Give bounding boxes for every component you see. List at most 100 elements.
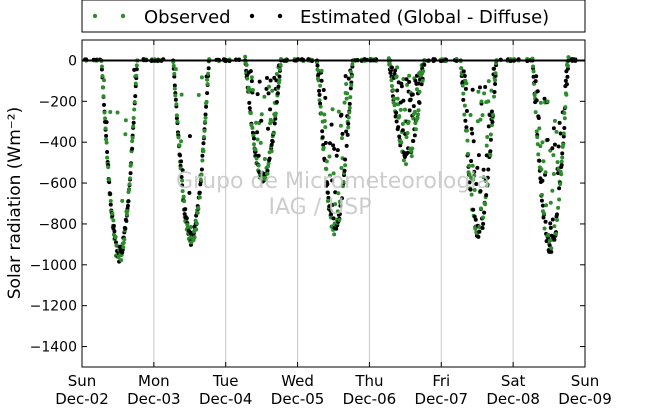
x-tick-label-date: Dec-02 [55,390,109,408]
observed-point [531,69,536,74]
observed-point [192,235,197,240]
observed-point [247,87,252,92]
observed-point [549,246,554,251]
estimated-point [123,226,128,231]
observed-point [122,237,127,242]
estimated-point [542,96,547,101]
observed-point [341,179,346,184]
estimated-point [549,249,554,254]
observed-point [174,113,179,118]
estimated-point [269,142,274,147]
estimated-point [488,137,493,142]
observed-point [173,67,178,72]
legend-observed-marker [120,13,126,19]
estimated-point [476,153,481,158]
estimated-point [172,83,177,88]
estimated-point [180,183,185,188]
observed-point [102,78,107,83]
observed-point [565,63,570,68]
observed-point [346,125,351,130]
observed-point [348,95,353,100]
estimated-point [548,225,553,230]
observed-point [318,104,323,109]
observed-point [331,171,336,176]
observed-point [399,140,404,145]
observed-point [269,149,274,154]
y-axis: 0 −200 −400 −600 −800 −1000 −1200 −1400 [30,53,585,356]
observed-point [180,178,185,183]
observed-point [131,116,136,121]
estimated-point [200,153,205,158]
observed-point [179,139,184,144]
estimated-point [179,159,184,164]
x-tick-label-day: Tue [212,372,239,390]
estimated-point [178,153,183,158]
estimated-point [325,182,330,187]
observed-point [244,63,249,68]
estimated-point [105,150,110,155]
estimated-point [470,87,475,92]
estimated-point [335,148,340,153]
observed-point [194,221,199,226]
estimated-point [275,91,280,96]
observed-point [101,94,106,99]
legend: Observed Estimated (Global - Diffuse) [81,0,586,33]
observed-point [472,188,477,193]
observed-point [105,155,110,160]
estimated-point [199,167,204,172]
observed-point [172,71,177,76]
observed-point [535,135,540,140]
y-tick-label: 0 [68,53,77,69]
estimated-point [563,78,568,83]
observed-point [198,177,203,182]
observed-point [541,211,546,216]
observed-point [317,98,322,103]
observed-point [398,107,403,112]
observed-point [554,129,559,134]
estimated-point [206,66,211,71]
observed-point [417,89,422,94]
observed-point [412,109,417,114]
observed-point [478,206,483,211]
estimated-point [328,208,333,213]
estimated-point [411,104,416,109]
estimated-point [461,69,466,74]
estimated-point [483,85,488,90]
estimated-point [483,178,488,183]
estimated-point [394,110,399,115]
observed-point [128,176,133,181]
observed-point [104,137,109,142]
x-tick-label-date: Dec-05 [271,390,325,408]
y-tick-label: −200 [39,94,77,110]
observed-point [558,181,563,186]
observed-point [486,99,491,104]
observed-point [415,116,420,121]
estimated-point [256,153,261,158]
estimated-point [417,100,422,105]
observed-point [333,202,338,207]
estimated-point [344,129,349,134]
estimated-point [476,234,481,239]
observed-point [107,177,112,182]
y-tick-label: −800 [39,217,77,233]
y-tick-label: −600 [39,176,77,192]
observed-point [126,188,131,193]
x-tick-label-date: Dec-08 [486,390,540,408]
estimated-point [247,100,252,105]
observed-point [174,102,179,107]
observed-point [104,140,109,145]
estimated-point [266,126,271,131]
estimated-point [343,157,348,162]
observed-point [108,198,113,203]
observed-point [485,182,490,187]
observed-point [271,131,276,136]
observed-point [342,100,347,105]
observed-point [125,209,130,214]
estimated-point [179,175,184,180]
observed-point [486,79,491,84]
estimated-point [174,116,179,121]
x-tick-label-day: Wed [281,372,314,390]
observed-point [176,135,181,140]
observed-point [171,63,176,68]
observed-point [488,153,493,158]
